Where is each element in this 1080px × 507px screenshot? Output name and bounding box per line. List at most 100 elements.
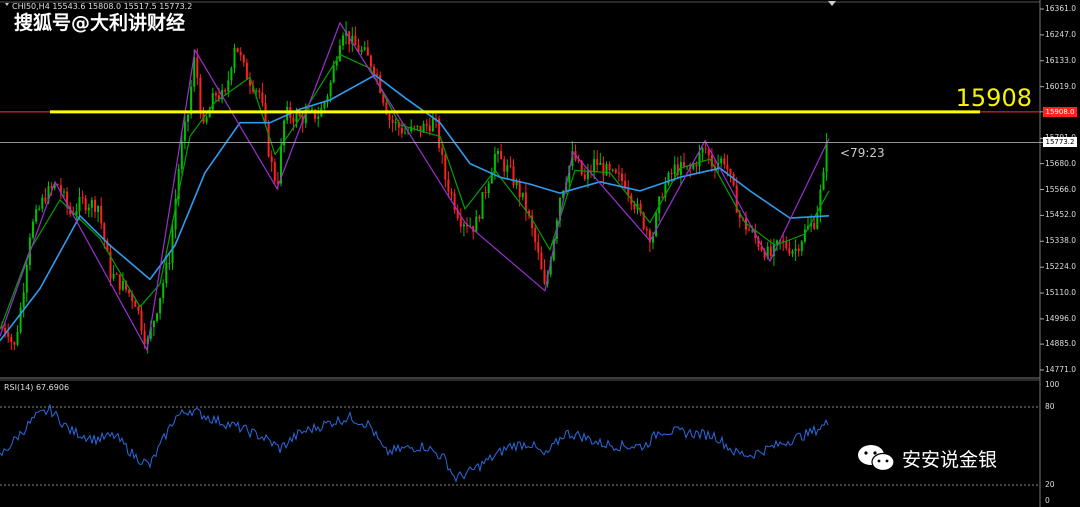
price-tick-label: 15566.0 xyxy=(1045,184,1077,194)
price-tick-label: 15110.0 xyxy=(1045,288,1077,298)
candle-body xyxy=(698,152,701,167)
candle-body xyxy=(131,293,134,301)
candle-body xyxy=(180,140,183,169)
level-price-tag: 15908.0 xyxy=(1043,106,1077,117)
candle-body xyxy=(478,216,481,219)
candle-body xyxy=(738,212,741,218)
candle-body xyxy=(515,181,518,186)
candle-body xyxy=(156,313,158,321)
candle-body xyxy=(233,47,236,69)
candle-body xyxy=(397,122,400,128)
candle-body xyxy=(227,80,230,92)
candle-body xyxy=(118,274,121,290)
candle-body xyxy=(38,208,41,210)
candle-body xyxy=(177,168,180,200)
candle-body xyxy=(645,228,648,231)
rsi-label: RSI(14) 67.6906 xyxy=(4,383,70,392)
rsi-line xyxy=(0,404,829,483)
rsi-tick-label: 100 xyxy=(1045,380,1060,389)
candle-body xyxy=(732,173,735,186)
candle-body xyxy=(748,229,751,231)
candle-body xyxy=(159,298,162,314)
candle-body xyxy=(670,172,673,174)
candle-body xyxy=(580,160,583,175)
candle-body xyxy=(7,332,10,337)
candle-body xyxy=(249,79,251,86)
candle-body xyxy=(776,240,778,244)
candle-body xyxy=(211,93,214,110)
candle-body xyxy=(543,269,546,284)
candle-body xyxy=(100,205,103,224)
candle-body xyxy=(497,151,499,154)
price-tick-label: 14771.0 xyxy=(1045,365,1077,374)
candle-body xyxy=(540,252,543,270)
candle-body xyxy=(720,158,723,164)
candle-body xyxy=(627,188,630,195)
candle-body xyxy=(338,45,341,61)
candle-body xyxy=(258,90,261,93)
candle-body xyxy=(84,198,87,211)
price-tick-label: 16361.0 xyxy=(1045,4,1077,13)
candle-body xyxy=(199,77,202,114)
candle-body xyxy=(19,307,22,333)
candle-body xyxy=(404,132,406,134)
candle-body xyxy=(109,251,112,279)
candle-body xyxy=(704,148,707,150)
candle-body xyxy=(425,123,428,126)
candle-body xyxy=(428,125,431,132)
candle-body xyxy=(134,300,137,307)
candle-body xyxy=(261,92,264,103)
candle-body xyxy=(165,263,168,284)
candle-body xyxy=(760,246,763,251)
candle-body xyxy=(710,155,713,167)
candle-body xyxy=(599,162,602,165)
candle-body xyxy=(190,86,193,115)
candle-body xyxy=(78,197,81,212)
candle-body xyxy=(44,197,47,202)
candle-body xyxy=(419,125,422,133)
candle-body xyxy=(444,154,447,180)
candle-body xyxy=(59,185,62,193)
candle-body xyxy=(466,224,468,227)
candle-body xyxy=(47,186,50,202)
candle-body xyxy=(500,151,503,160)
candle-body xyxy=(187,114,189,122)
price-tick-label: 16133.0 xyxy=(1045,55,1077,65)
candle-body xyxy=(270,156,273,163)
zigzag-line xyxy=(0,22,830,351)
shift-marker-icon xyxy=(828,1,836,6)
candle-body xyxy=(208,109,211,118)
candle-body xyxy=(152,320,155,328)
candle-body xyxy=(106,240,109,252)
candle-body xyxy=(655,213,658,237)
candle-body xyxy=(87,207,90,211)
candle-body xyxy=(354,35,357,46)
candle-body xyxy=(342,35,344,46)
candle-body xyxy=(94,199,96,212)
candle-body xyxy=(450,191,453,194)
candle-body xyxy=(797,248,800,251)
candle-body xyxy=(81,197,84,199)
candle-body xyxy=(639,203,642,213)
candle-body xyxy=(602,162,605,176)
candle-body xyxy=(751,230,754,232)
candle-body xyxy=(13,342,16,345)
candle-body xyxy=(388,114,391,121)
price-tick-label: 14996.0 xyxy=(1045,313,1077,323)
candle-body xyxy=(193,57,196,87)
candle-body xyxy=(531,215,534,229)
candle-body xyxy=(642,212,645,229)
wechat-icon xyxy=(858,445,895,472)
candle-body xyxy=(633,203,636,210)
candle-body xyxy=(577,160,580,162)
candle-body xyxy=(360,49,363,52)
candle-body xyxy=(617,172,620,174)
candle-body xyxy=(422,123,425,133)
candle-body xyxy=(168,262,171,264)
candle-body xyxy=(648,230,651,243)
candle-body xyxy=(695,164,698,167)
candle-body xyxy=(162,283,165,299)
candle-body xyxy=(652,236,654,243)
candle-body xyxy=(304,112,307,124)
